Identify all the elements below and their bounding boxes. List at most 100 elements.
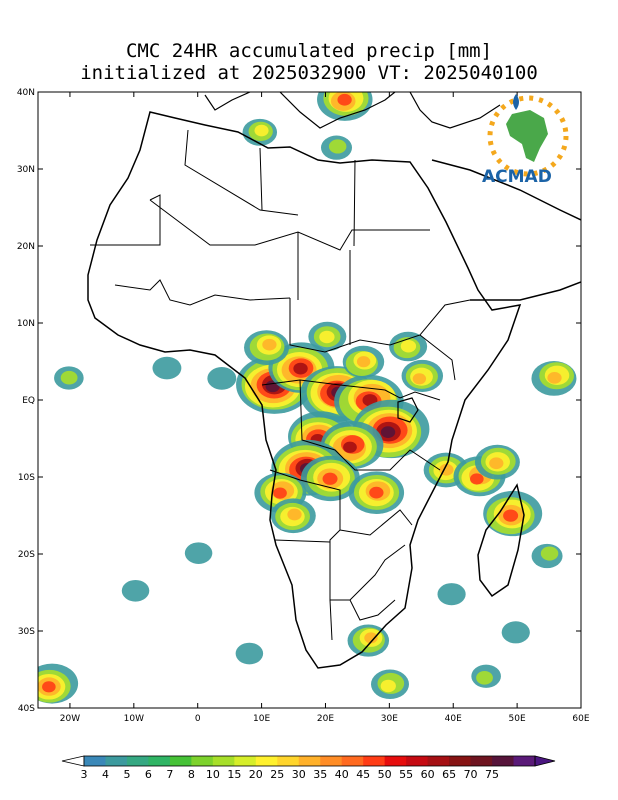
precip-cell — [380, 679, 396, 693]
colorbar-bin — [513, 756, 536, 766]
lake-victoria — [397, 397, 419, 423]
country-borders — [90, 129, 471, 641]
lon-label: 30E — [381, 714, 398, 724]
precip-cell — [501, 621, 530, 644]
colorbar-label: 55 — [399, 768, 413, 781]
precip-cell — [235, 642, 264, 665]
lon-label: 10E — [253, 714, 270, 724]
colorbar-bin — [234, 756, 257, 766]
colorbar-bin — [492, 756, 515, 766]
colorbar-label: 4 — [102, 768, 109, 781]
colorbar-bin — [126, 756, 149, 766]
precip-cell — [254, 124, 269, 137]
precip-cell — [322, 472, 338, 485]
colorbar-bin — [169, 756, 192, 766]
colorbar-label: 30 — [292, 768, 306, 781]
precip-cell — [364, 632, 378, 644]
coastlines — [87, 92, 581, 669]
precip-cell — [400, 339, 417, 353]
colorbar-bin — [341, 756, 364, 766]
precip-cell — [337, 93, 352, 106]
lat-label: 30S — [18, 627, 35, 637]
precip-cell — [380, 426, 396, 439]
colorbar-under-arrow — [61, 755, 85, 767]
colorbar-bin — [277, 756, 300, 766]
colorbar-bin — [105, 756, 128, 766]
colorbar-label: 70 — [464, 768, 478, 781]
precip-field — [38, 92, 577, 704]
colorbar-label: 40 — [335, 768, 349, 781]
precip-cell — [470, 473, 484, 485]
lat-label: 10S — [18, 473, 35, 483]
colorbar-label: 5 — [123, 768, 130, 781]
precip-cell — [437, 583, 466, 606]
lon-label: 20E — [317, 714, 334, 724]
precip-cell — [262, 338, 277, 351]
precip-cell — [207, 367, 237, 390]
border-lines-central — [261, 250, 471, 600]
arabia-coastline — [431, 159, 581, 301]
colorbar-label: 3 — [81, 768, 88, 781]
colorbar-label: 50 — [378, 768, 392, 781]
border-lines-south — [274, 539, 406, 641]
precip-cell — [273, 487, 287, 499]
colorbar-bin — [427, 756, 450, 766]
lon-label: 10W — [124, 714, 144, 724]
colorbar-label: 15 — [227, 768, 241, 781]
chart-title-line1: CMC 24HR accumulated precip [mm] — [125, 40, 493, 62]
lat-label: 20S — [18, 550, 35, 560]
lon-label: 60E — [572, 714, 589, 724]
colorbar-bin — [191, 756, 214, 766]
precip-cell — [343, 441, 357, 453]
colorbar-label: 7 — [166, 768, 173, 781]
precip-cell — [328, 139, 347, 154]
colorbar-label: 35 — [313, 768, 327, 781]
lat-label: 40N — [17, 88, 35, 98]
logo-text: ACMAD — [482, 167, 552, 187]
colorbar-label: 45 — [356, 768, 370, 781]
precip-cell — [356, 356, 371, 368]
colorbar-frame — [83, 755, 536, 767]
colorbar-label: 25 — [270, 768, 284, 781]
colorbar-label: 10 — [206, 768, 220, 781]
precip-cell — [152, 356, 182, 380]
precip-cell — [503, 509, 519, 522]
lat-label: EQ — [22, 396, 35, 406]
precip-cell — [547, 371, 562, 384]
colorbar-bin — [255, 756, 278, 766]
colorbar-bin — [320, 756, 343, 766]
border-lines-north — [90, 129, 430, 306]
lon-label: 40E — [445, 714, 462, 724]
colorbar-bin — [84, 756, 106, 766]
africa-sun-logo-icon — [487, 94, 569, 177]
axis-ticks: 40N 30N 20N 10N EQ 10S 20S 30S 40S 20W 10W 0 10E 20E 3… — [17, 88, 590, 724]
colorbar-bin — [148, 756, 171, 766]
chart-title-line2: initialized at 2025032900 VT: 2025040100 — [80, 62, 538, 84]
precip-cell — [476, 671, 493, 685]
acmad-logo: ACMAD — [482, 94, 569, 187]
colorbar-label: 75 — [485, 768, 499, 781]
precip-cell — [121, 579, 150, 602]
precip-cell — [60, 370, 78, 385]
colorbar-label: 65 — [442, 768, 456, 781]
africa-coastline — [87, 111, 522, 669]
colorbar-bin — [470, 756, 493, 766]
europe-coastline — [204, 92, 501, 129]
precip-cell — [319, 330, 335, 344]
madagascar-coastline — [477, 483, 525, 598]
precip-cell — [489, 457, 504, 470]
precip-cell — [184, 542, 213, 564]
lat-label: 30N — [17, 165, 35, 175]
lon-label: 20W — [60, 714, 80, 724]
colorbar-bin — [384, 756, 407, 766]
colorbar-label: 6 — [145, 768, 152, 781]
colorbar-bin — [298, 756, 321, 766]
colorbar-label: 20 — [249, 768, 263, 781]
precip-cell — [412, 373, 427, 385]
lat-label: 10N — [17, 319, 35, 329]
precip-cell — [287, 508, 302, 521]
colorbar-over-arrow — [534, 755, 556, 767]
precip-cell — [540, 546, 559, 561]
precip-cell — [369, 486, 384, 499]
